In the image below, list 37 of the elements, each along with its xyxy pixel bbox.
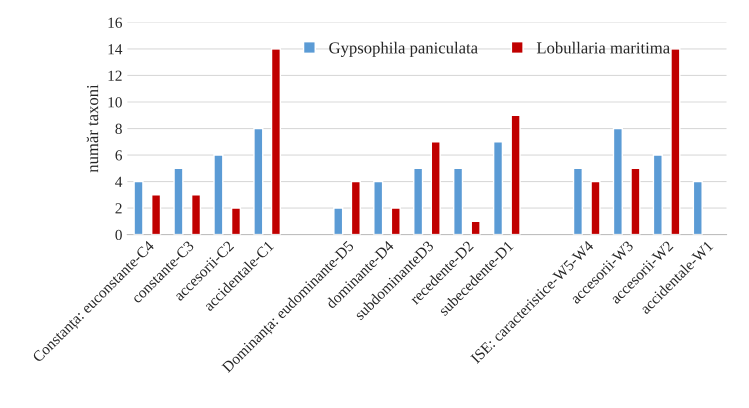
bar: [492, 141, 504, 235]
y-tick-label: 2: [116, 203, 122, 214]
bar: [470, 220, 481, 235]
bar: [692, 180, 703, 235]
bar: [652, 154, 663, 235]
bar: [270, 48, 282, 235]
bar: [213, 154, 224, 235]
bar: [670, 48, 680, 235]
bar: [430, 141, 441, 235]
bar: [390, 207, 401, 235]
y-tick-label: 10: [108, 97, 122, 108]
bar: [612, 128, 623, 235]
y-tick-label: 0: [115, 230, 122, 240]
bar: [413, 168, 424, 235]
y-tick-label: 14: [108, 44, 122, 54]
bar: [590, 180, 601, 235]
y-tick-label: 4: [115, 176, 122, 187]
bar: [453, 168, 464, 235]
bar: [630, 168, 641, 235]
bar: [190, 194, 202, 235]
legend-label: Gypsophila paniculata: [329, 42, 478, 57]
bar: [373, 180, 384, 235]
bar: [230, 207, 242, 235]
bar: [510, 114, 521, 235]
y-tick-label: 16: [108, 18, 122, 28]
bar: [151, 194, 162, 235]
bar: [173, 168, 184, 235]
y-tick-label: 12: [108, 70, 122, 81]
y-tick-label: 8: [115, 124, 122, 134]
bar: [133, 180, 144, 235]
y-tick-label: 6: [115, 150, 122, 160]
bar: [350, 180, 361, 235]
bar: [253, 128, 264, 235]
y-axis-title: număr taxoni: [86, 84, 98, 172]
legend-label: Lobullaria maritima: [536, 42, 670, 54]
bar: [333, 207, 344, 235]
bar: [572, 168, 584, 235]
